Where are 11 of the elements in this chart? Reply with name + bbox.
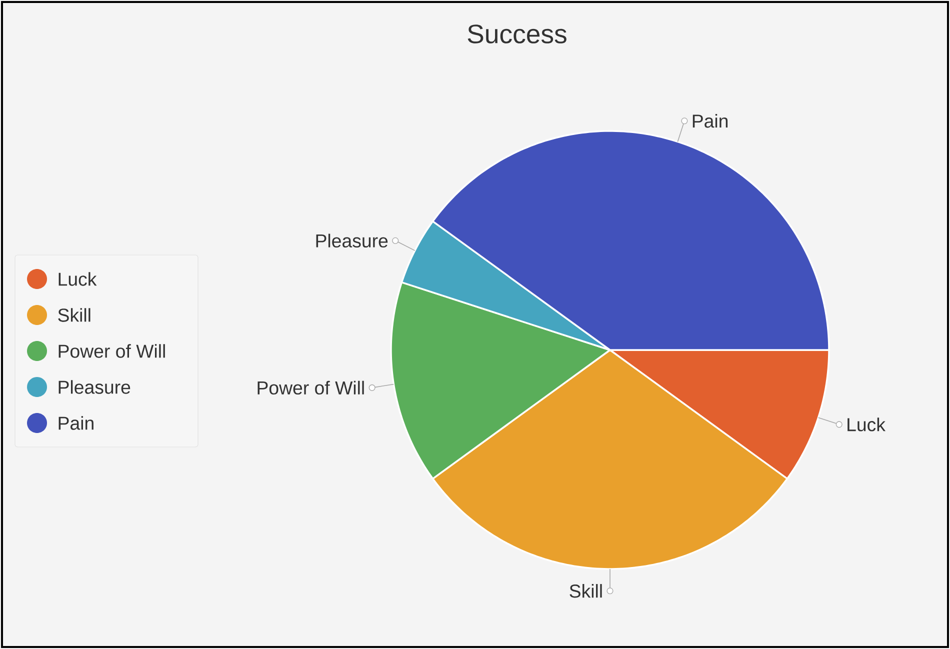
- slice-label: Skill: [570, 584, 602, 598]
- chart-title: Success: [468, 24, 566, 44]
- legend-label: Power of Will: [58, 344, 165, 358]
- legend-label: Skill: [58, 308, 90, 322]
- legend-label: Luck: [58, 272, 97, 286]
- slice-label: Luck: [848, 418, 886, 432]
- slice-label: Pain: [692, 114, 728, 128]
- slice-label: Pleasure: [316, 234, 388, 248]
- legend-label: Pleasure: [58, 380, 130, 394]
- legend-label: Pain: [58, 416, 94, 430]
- slice-label: Power of Will: [258, 380, 364, 395]
